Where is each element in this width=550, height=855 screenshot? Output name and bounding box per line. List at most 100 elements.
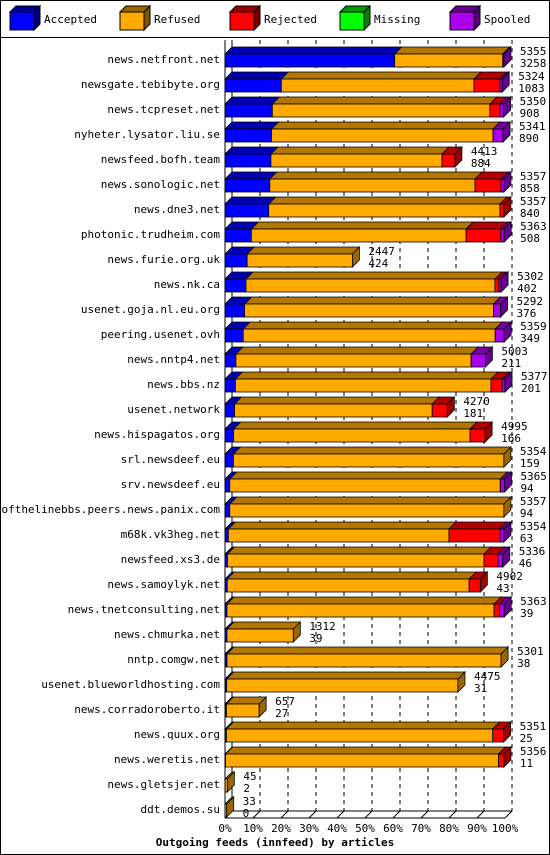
total-label: 5003 (501, 345, 528, 358)
accepted-label: 908 (520, 107, 540, 120)
accepted-label: 376 (517, 307, 537, 320)
x-tick (308, 810, 317, 819)
bar-segment (493, 303, 501, 318)
bar-segment (394, 53, 504, 68)
total-label: 4902 (496, 570, 523, 583)
bar-top (233, 396, 441, 405)
bar-top (246, 246, 361, 255)
legend-label: Rejected (264, 13, 317, 26)
bar-side (503, 721, 512, 743)
bar-top (270, 121, 501, 130)
bar-segment (500, 228, 505, 243)
category-label: peering.usenet.ovh (101, 328, 220, 341)
category-label: news.gletsjer.net (107, 778, 220, 791)
category-label: news.weretis.net (114, 753, 220, 766)
bar-segment (224, 428, 235, 443)
bar-segment (224, 78, 282, 93)
bar-side (502, 546, 511, 568)
x-tick-label: 70% (411, 822, 431, 835)
bar-side (503, 46, 512, 68)
category-label: news.samoylyk.net (107, 578, 220, 591)
bar-top (227, 521, 457, 530)
bar-segment (244, 303, 494, 318)
bar-top (393, 46, 511, 55)
x-tick (448, 810, 457, 819)
bar-segment (226, 678, 459, 693)
x-tick (280, 810, 289, 819)
accepted-label: 43 (496, 582, 509, 595)
category-label: news.netfront.net (107, 53, 220, 66)
legend-swatch (119, 11, 145, 31)
bar-segment (499, 478, 505, 493)
bar-segment (499, 103, 504, 118)
bar-side (503, 96, 512, 118)
bar-segment (224, 453, 234, 468)
x-tick-label: 60% (383, 822, 403, 835)
bar-segment (497, 553, 504, 568)
total-label: 5363 (520, 220, 547, 233)
bar-top (225, 621, 302, 630)
bar-top (224, 746, 507, 755)
bar-segment (468, 578, 481, 593)
bar-segment (224, 303, 246, 318)
x-tick (336, 810, 345, 819)
total-label: 5357 (520, 495, 547, 508)
bar-top (224, 146, 279, 155)
bar-side (446, 396, 455, 418)
bar-side (502, 121, 511, 143)
bar-side (503, 321, 512, 343)
total-label: 4270 (463, 395, 490, 408)
accepted-label: 349 (520, 332, 540, 345)
category-label: news.furie.org.uk (107, 253, 220, 266)
bar-top (234, 346, 480, 355)
bar-segment (229, 503, 505, 518)
bar-segment (490, 378, 503, 393)
bar-segment (489, 103, 501, 118)
accepted-label: 27 (275, 707, 288, 720)
bar-segment (224, 203, 270, 218)
accepted-label: 166 (501, 432, 521, 445)
bar-segment (225, 728, 494, 743)
bar-side (500, 271, 509, 293)
bar-top (271, 96, 498, 105)
x-tick-label: 0% (218, 822, 232, 835)
bar-segment (224, 403, 235, 418)
x-tick-label: 90% (467, 822, 487, 835)
bar-top (250, 221, 475, 230)
total-label: 5357 (520, 195, 547, 208)
bar-segment (224, 178, 271, 193)
bar-segment (470, 353, 486, 368)
total-label: 45 (243, 770, 256, 783)
bar-segment (250, 228, 467, 243)
x-tick-label: 50% (355, 822, 375, 835)
total-label: 2447 (368, 245, 395, 258)
accepted-label: 2 (243, 782, 250, 795)
total-label: 5354 (520, 445, 547, 458)
bar-segment (501, 378, 506, 393)
bar-top (448, 521, 508, 530)
bar-segment (269, 178, 476, 193)
bar-side (503, 746, 512, 768)
bar-segment (499, 528, 505, 543)
total-label: 5301 (517, 645, 544, 658)
legend-swatch (339, 11, 365, 31)
bar-top (228, 471, 509, 480)
bar-top (225, 596, 503, 605)
bar-top (245, 271, 503, 280)
bar-side (503, 171, 512, 193)
bar-segment (224, 378, 236, 393)
bar-segment (233, 428, 471, 443)
category-label: news.bbs.nz (147, 378, 220, 391)
bar-segment (234, 403, 433, 418)
accepted-label: 31 (474, 682, 487, 695)
bar-segment (226, 628, 294, 643)
accepted-label: 840 (520, 207, 540, 220)
bar-top (225, 646, 510, 655)
legend-label: Spooled (484, 13, 530, 26)
bar-side (479, 571, 488, 593)
bar-top (224, 171, 278, 180)
bar-top (267, 196, 508, 205)
category-label: news.quux.org (134, 728, 220, 741)
x-tick (420, 810, 429, 819)
bar-top (224, 71, 290, 80)
